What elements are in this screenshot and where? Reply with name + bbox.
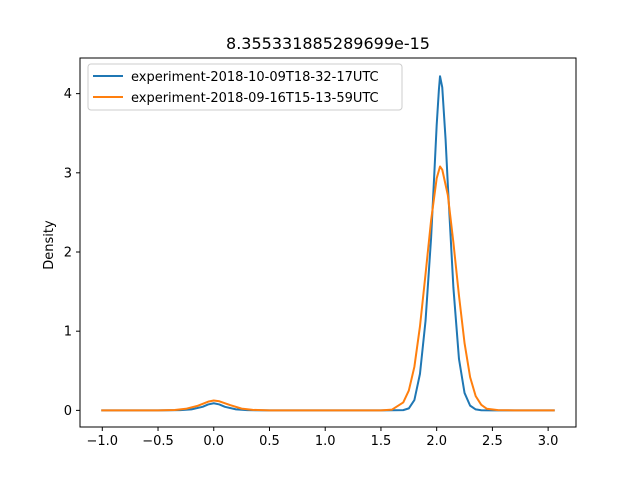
chart-title: 8.355331885289699e-15	[226, 34, 430, 53]
y-axis-label: Density	[42, 220, 57, 270]
x-tick-label: 0.5	[259, 434, 280, 449]
y-tick-label: 3	[64, 166, 72, 181]
legend-box	[87, 63, 403, 111]
legend: experiment-2018-10-09T18-32-17UTC experi…	[87, 63, 403, 111]
x-tick-label: −1.0	[87, 434, 119, 449]
x-tick-label: 1.5	[371, 434, 392, 449]
x-tick-label: 0.0	[203, 434, 224, 449]
x-tick-label: 1.0	[315, 434, 336, 449]
series-layer	[101, 75, 555, 412]
series-line-2	[101, 165, 555, 412]
series-line-1	[101, 75, 555, 412]
legend-label-series-2: experiment-2018-09-16T15-13-59UTC	[131, 91, 379, 106]
x-tick-label: −0.5	[142, 434, 174, 449]
plot-area: −1.0 −0.5 0.0 0.5 1.0 1.5 2.0 2.5 3.0 0 1 2 3 4	[64, 57, 577, 449]
x-tick-label: 2.5	[482, 434, 503, 449]
x-tick-label: 2.0	[426, 434, 447, 449]
x-tick-label: 3.0	[538, 434, 559, 449]
x-axis-ticks: −1.0 −0.5 0.0 0.5 1.0 1.5 2.0 2.5 3.0	[87, 427, 559, 449]
y-tick-label: 2	[64, 246, 72, 261]
axes-frame	[79, 57, 577, 428]
y-axis-ticks: 0 1 2 3 4	[64, 87, 80, 419]
y-tick-label: 1	[64, 325, 72, 340]
y-tick-label: 0	[64, 404, 72, 419]
y-tick-label: 4	[64, 87, 72, 102]
legend-label-series-1: experiment-2018-10-09T18-32-17UTC	[131, 70, 379, 85]
